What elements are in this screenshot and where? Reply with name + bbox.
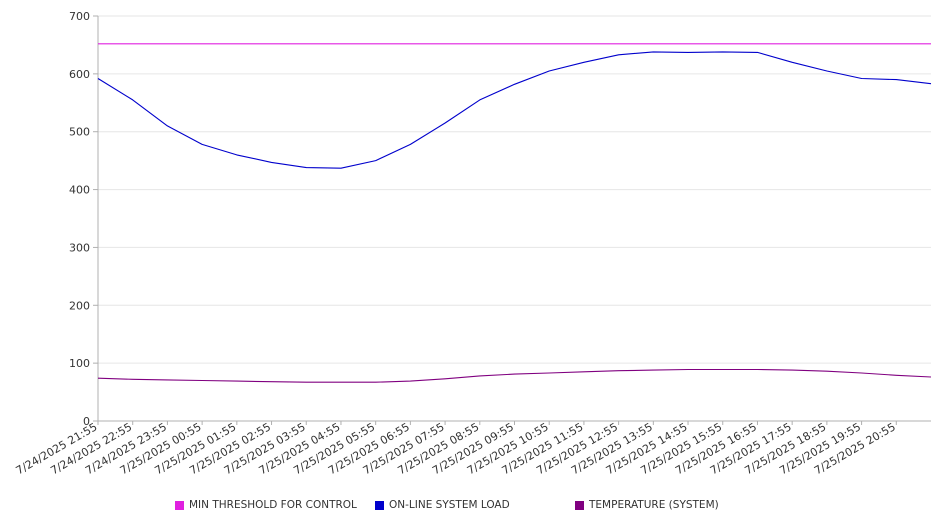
y-tick-label: 300 <box>69 241 90 254</box>
line-chart: 0 100 200 300 400 500 600 700 7/24/2025 21:557/… <box>14 10 932 477</box>
y-tick-label: 0 <box>83 415 90 428</box>
legend-label-online-system-load: ON-LINE SYSTEM LOAD <box>389 499 510 511</box>
legend-swatch-temperature-system <box>575 500 584 510</box>
y-tick-label: 100 <box>69 357 90 370</box>
series-layer <box>97 43 932 383</box>
legend-swatch-online-system-load <box>375 500 384 510</box>
y-tick-label: 700 <box>69 10 90 23</box>
legend-label-min-threshold: MIN THRESHOLD FOR CONTROL <box>189 499 357 511</box>
legend-item-online-system-load[interactable]: ON-LINE SYSTEM LOAD <box>375 499 510 511</box>
y-tick-label: 500 <box>69 126 90 139</box>
legend-item-min-threshold[interactable]: MIN THRESHOLD FOR CONTROL <box>175 499 357 511</box>
grid-layer <box>98 15 931 364</box>
y-tick-label: 200 <box>69 299 90 312</box>
y-tick-label: 400 <box>69 184 90 197</box>
chart-legend: MIN THRESHOLD FOR CONTROL ON-LINE SYSTEM… <box>175 499 935 513</box>
y-tick-label: 600 <box>69 68 90 81</box>
x-tick-labels: 7/24/2025 21:557/24/2025 22:557/24/2025 … <box>14 420 898 477</box>
legend-label-temperature-system: TEMPERATURE (SYSTEM) <box>589 499 719 511</box>
series-line-online-system-load[interactable] <box>97 51 932 169</box>
legend-swatch-min-threshold <box>175 500 184 510</box>
axis-layer: 0 100 200 300 400 500 600 700 <box>69 10 931 428</box>
series-line-temperature-system[interactable] <box>97 368 932 383</box>
legend-item-temperature-system[interactable]: TEMPERATURE (SYSTEM) <box>575 499 719 511</box>
